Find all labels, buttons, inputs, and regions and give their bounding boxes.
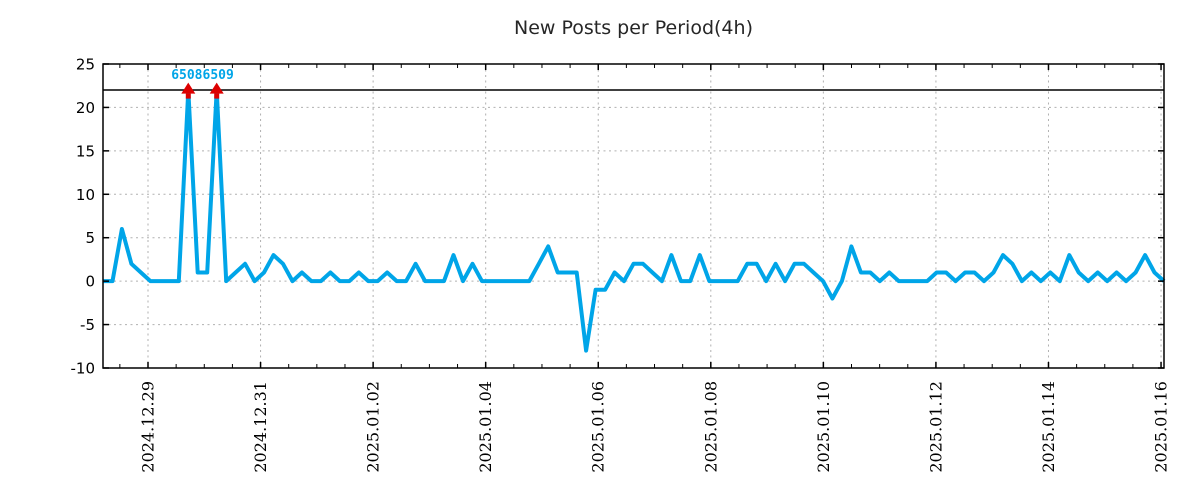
x-tick-label: 2025.01.04 [476, 381, 495, 473]
x-tick-label: 2024.12.29 [139, 381, 158, 473]
y-tick-label: -5 [80, 316, 95, 334]
x-tick-label: 2025.01.14 [1039, 381, 1058, 473]
x-tick-label: 2025.01.12 [926, 381, 945, 473]
x-tick-label: 2024.12.31 [251, 381, 270, 473]
x-tick-label: 2025.01.06 [589, 381, 608, 473]
y-tick-label: 25 [76, 56, 95, 74]
peak-marker-stem [214, 93, 220, 99]
peak-marker-stem [185, 93, 191, 99]
y-tick-label: 0 [85, 273, 95, 291]
x-tick-label: 2025.01.08 [701, 381, 720, 473]
y-tick-label: -10 [71, 360, 96, 378]
peak-marker-icon [209, 82, 224, 94]
data-line [103, 88, 1166, 353]
y-tick-label: 10 [76, 186, 95, 204]
y-tick-label: 15 [76, 142, 95, 160]
plot-border [102, 63, 1165, 369]
peak-marker-icon [181, 82, 196, 94]
y-tick-label: 5 [85, 229, 95, 247]
x-tick-label: 2025.01.16 [1152, 381, 1171, 473]
x-tick-label: 2025.01.10 [814, 381, 833, 473]
peak-annotation: 65086509 [171, 68, 234, 83]
x-tick-label: 2025.01.02 [364, 381, 383, 473]
chart-title: New Posts per Period(4h) [514, 17, 753, 39]
y-tick-label: 20 [76, 99, 95, 117]
